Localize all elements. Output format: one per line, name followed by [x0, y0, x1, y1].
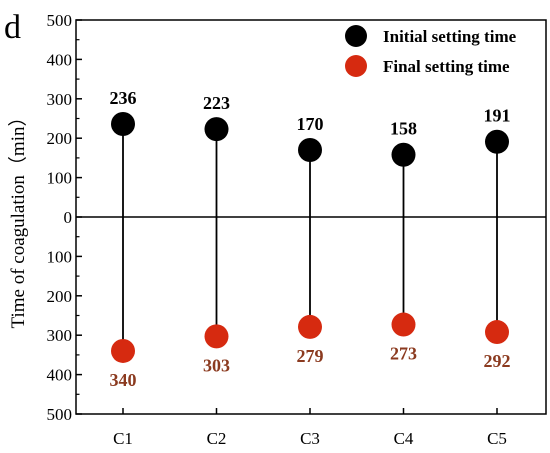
final-point [204, 324, 229, 349]
initial-data-label: 236 [110, 88, 137, 108]
panel-label: d [4, 9, 21, 46]
y-tick-label: 400 [47, 50, 73, 69]
final-point [298, 314, 322, 339]
y-tick-label: 500 [47, 11, 73, 30]
final-data-label: 273 [390, 344, 417, 364]
y-tick-label: 200 [47, 129, 73, 148]
initial-point [298, 138, 322, 163]
initial-data-label: 158 [390, 119, 417, 139]
y-tick-label: 100 [47, 247, 73, 266]
y-tick-label: 300 [47, 326, 73, 345]
legend-label: Initial setting time [383, 27, 517, 46]
x-tick-label: C4 [394, 429, 414, 448]
initial-data-label: 191 [484, 106, 511, 126]
x-tick-label: C5 [487, 429, 507, 448]
plot-area: 500 400 300 200 100 0 100 200 300 400 500 C1 C2 C3 C4 C… [47, 11, 547, 448]
initial-point [391, 142, 416, 167]
final-point [391, 312, 416, 337]
initial-data-label: 170 [297, 114, 324, 134]
initial-data-label: 223 [203, 93, 230, 113]
y-tick-label: 0 [64, 208, 73, 227]
initial-point [204, 117, 229, 142]
initial-point [111, 112, 135, 137]
x-tick-label: C3 [300, 429, 320, 448]
y-tick-label: 200 [47, 287, 73, 306]
legend-marker [345, 55, 367, 77]
x-tick-label: C2 [207, 429, 227, 448]
final-point [485, 320, 509, 345]
final-point [111, 338, 135, 363]
y-axis-label: Time of coagulation（min） [7, 108, 29, 329]
y-tick-label: 300 [47, 90, 73, 109]
x-tick-label: C1 [113, 429, 133, 448]
y-tick-label: 500 [47, 405, 73, 424]
y-tick-label: 400 [47, 366, 73, 385]
final-data-label: 340 [110, 370, 137, 390]
final-data-label: 279 [297, 346, 324, 366]
legend: Initial setting time Final setting time [345, 25, 517, 77]
final-data-label: 292 [484, 351, 511, 371]
y-tick-label: 100 [47, 169, 73, 188]
final-data-label: 303 [203, 355, 230, 375]
initial-point [485, 129, 509, 154]
legend-marker [345, 25, 367, 47]
legend-label: Final setting time [383, 57, 510, 76]
